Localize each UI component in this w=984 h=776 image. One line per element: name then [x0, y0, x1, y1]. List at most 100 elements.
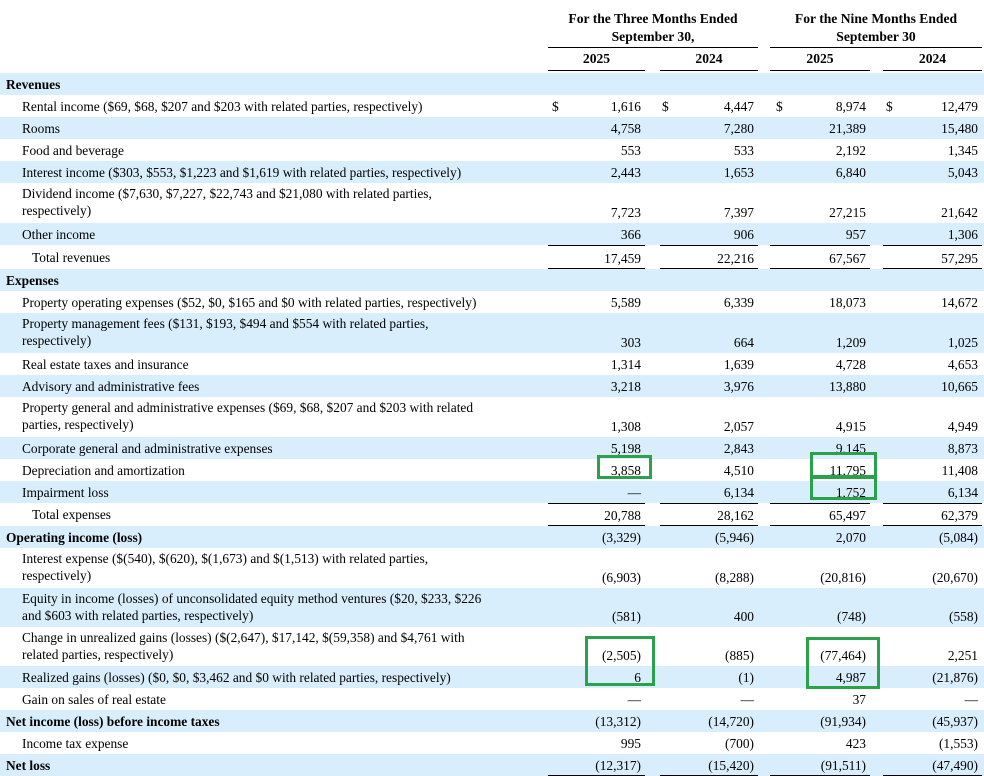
value-cell: (558) [948, 609, 978, 624]
column-header: For the Three Months Ended September 30,… [0, 0, 984, 72]
value-cell: 13,880 [829, 379, 866, 394]
value-cell: (3,329) [601, 530, 641, 545]
value-cell: 5,198 [610, 441, 641, 456]
value-cell: 5,589 [610, 295, 641, 310]
value-cell: 6,840 [835, 165, 866, 180]
value-cell: 7,397 [723, 205, 754, 220]
total-bottom-rule [883, 525, 982, 526]
value-cell: (91,511) [820, 758, 866, 773]
table-row: Impairment loss — 6,134 1,752 6,134 [0, 481, 984, 503]
row-label: Property management fees ($131, $193, $4… [22, 315, 428, 349]
value-cell: 17,459 [604, 251, 641, 266]
row-label: Property operating expenses ($52, $0, $1… [22, 294, 477, 310]
value-cell: (77,464) [820, 648, 866, 663]
value-cell: (700) [724, 736, 754, 751]
table-row: Equity in income (losses) of unconsolida… [0, 588, 984, 627]
value-cell: 1,209 [835, 335, 866, 350]
dollar-sign: $ [886, 99, 893, 114]
value-cell: (2,505) [601, 648, 641, 663]
total-top-rule [548, 245, 645, 246]
row-label-line1: Property general and administrative expe… [22, 400, 474, 415]
table-row: Depreciation and amortization 3,858 4,510 1… [0, 459, 984, 481]
value-cell: 1,752 [835, 485, 866, 500]
value-cell: — [627, 692, 641, 707]
year-underline [548, 70, 645, 71]
row-label-line2: and $603 with related parties, respectiv… [22, 608, 254, 623]
row-label: Revenues [6, 76, 61, 92]
row-label: Net income (loss) before income taxes [6, 713, 220, 729]
table-row: Food and beverage 553 533 2,192 1,345 [0, 139, 984, 161]
row-label-line2: parties, respectively) [22, 417, 134, 432]
value-cell: — [740, 692, 754, 707]
nine-months-header-line1: For the Nine Months Ended [794, 11, 958, 26]
row-label-line1: Equity in income (losses) of unconsolida… [22, 591, 482, 606]
value-cell: 4,758 [610, 121, 641, 136]
year-header-2024-nine: 2024 [918, 51, 947, 66]
row-label: Corporate general and administrative exp… [22, 440, 273, 456]
value-cell: (8,288) [714, 570, 754, 585]
row-label: Depreciation and amortization [22, 462, 185, 478]
value-cell: 27,215 [829, 205, 866, 220]
year-underline [770, 70, 870, 71]
value-cell: 4,915 [835, 419, 866, 434]
value-cell: 1,345 [947, 143, 978, 158]
value-cell: 2,192 [835, 143, 866, 158]
row-label: Rental income ($69, $68, $207 and $203 w… [22, 98, 423, 114]
highlight-box [810, 476, 877, 500]
value-cell: 423 [845, 736, 866, 751]
table-row: Rooms 4,758 7,280 21,389 15,480 [0, 117, 984, 139]
value-cell: (45,937) [932, 714, 978, 729]
value-cell: 10,665 [941, 379, 978, 394]
total-top-rule [883, 503, 982, 504]
table-row: Other income 366 906 957 1,306 [0, 223, 984, 245]
value-cell: 7,280 [723, 121, 754, 136]
row-label: Change in unrealized gains (losses) ($(2… [22, 629, 465, 663]
value-cell: 37 [852, 692, 866, 707]
value-cell: 4,728 [835, 357, 866, 372]
value-cell: 995 [620, 736, 641, 751]
value-cell: (5,084) [938, 530, 978, 545]
value-cell: 906 [733, 227, 754, 242]
table-row: Net income (loss) before income taxes (13… [0, 710, 984, 732]
value-cell: (13,312) [595, 714, 641, 729]
value-cell: 1,306 [947, 227, 978, 242]
value-cell: 21,642 [941, 205, 978, 220]
row-label: Interest income ($303, $553, $1,223 and … [22, 164, 462, 180]
row-label: Gain on sales of real estate [22, 691, 166, 707]
value-cell: — [627, 485, 641, 500]
row-label: Impairment loss [22, 484, 109, 500]
dollar-sign: $ [552, 99, 559, 114]
value-cell: 8,873 [947, 441, 978, 456]
dollar-sign: $ [662, 99, 669, 114]
row-label: Equity in income (losses) of unconsolida… [22, 590, 481, 624]
value-cell: 5,043 [947, 165, 978, 180]
total-top-rule [660, 245, 758, 246]
three-months-header: For the Three Months Ended September 30, [548, 10, 758, 46]
total-bottom-rule [883, 268, 982, 269]
table-row: Expenses [0, 269, 984, 291]
table-row: Dividend income ($7,630, $7,227, $22,743… [0, 183, 984, 223]
row-label: Realized gains (losses) ($0, $0, $3,462 … [22, 669, 451, 685]
value-cell: 20,788 [604, 508, 641, 523]
value-cell: (1) [738, 670, 754, 685]
value-cell: (748) [836, 609, 866, 624]
nine-months-underline [770, 47, 982, 48]
row-label-line1: Change in unrealized gains (losses) ($(2… [22, 630, 465, 645]
highlight-box [810, 452, 877, 478]
value-cell: 1,314 [610, 357, 641, 372]
total-bottom-rule [548, 525, 645, 526]
value-cell: 400 [733, 609, 754, 624]
row-label: Operating income (loss) [6, 529, 143, 545]
value-cell: 14,672 [941, 295, 978, 310]
value-cell: (1,553) [938, 736, 978, 751]
row-label: Total expenses [32, 507, 112, 522]
row-label: Dividend income ($7,630, $7,227, $22,743… [22, 185, 432, 219]
table-row: Net loss (12,317) (15,420) (91,511) (47,490) [0, 754, 984, 776]
value-cell: 1,653 [723, 165, 754, 180]
value-cell: 57,295 [941, 251, 978, 266]
value-cell: 366 [620, 227, 641, 242]
value-cell: 2,251 [947, 648, 978, 663]
value-cell: 533 [733, 143, 754, 158]
nine-months-header-line2: September 30 [836, 29, 916, 44]
year-header-2025-three: 2025 [582, 51, 611, 66]
